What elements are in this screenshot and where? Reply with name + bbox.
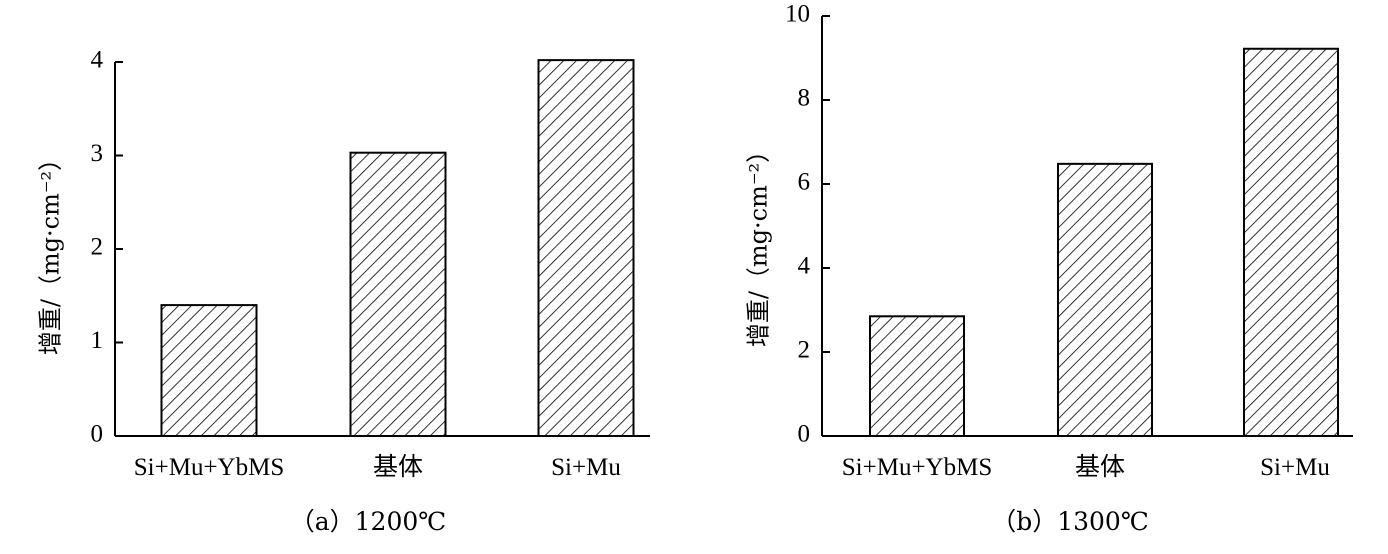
bar [537, 59, 635, 437]
y-tick-label: 8 [798, 85, 811, 112]
y-tick-label: 10 [785, 1, 810, 28]
y-tick-label: 3 [91, 140, 104, 167]
panel-b-bars [869, 47, 1339, 437]
panel-a-caption: （a）1200℃ [290, 507, 447, 536]
panel-b-yticks: 0 2 4 6 8 10 [785, 1, 830, 448]
x-tick-label: Si+Mu [551, 454, 621, 481]
y-tick-label: 2 [91, 234, 104, 261]
panel-b-ylabel: 增重/（mg·cm⁻²） [745, 139, 773, 347]
panel-a-xlabels: Si+Mu+YbMS 基体 Si+Mu [134, 453, 622, 481]
x-tick-label: Si+Mu+YbMS [842, 454, 992, 481]
y-tick-label: 0 [798, 421, 811, 448]
bar [869, 315, 965, 437]
panel-b: 0 2 4 6 8 10 Si+Mu+YbMS 基体 Si+Mu 增重/（mg·cm⁻²） （… [745, 1, 1353, 536]
bar [349, 151, 447, 437]
x-tick-label: 基体 [373, 453, 423, 481]
y-tick-label: 2 [798, 337, 811, 364]
bar [160, 304, 258, 437]
bar [1057, 162, 1153, 437]
panel-a-ylabel: 增重/（mg·cm⁻²） [37, 147, 65, 355]
x-tick-label: Si+Mu [1260, 454, 1330, 481]
y-tick-label: 6 [798, 169, 811, 196]
panel-a: 0 1 2 3 4 Si+Mu+YbMS 基体 Si+Mu 增重/（mg·cm⁻²） （a）… [37, 47, 650, 536]
y-tick-label: 0 [91, 421, 104, 448]
bar [1243, 47, 1339, 437]
x-tick-label: 基体 [1075, 453, 1125, 481]
panel-b-caption: （b）1300℃ [991, 507, 1149, 536]
panel-a-yticks: 0 1 2 3 4 [91, 47, 123, 448]
y-tick-label: 4 [91, 47, 104, 74]
panel-b-xlabels: Si+Mu+YbMS 基体 Si+Mu [842, 453, 1331, 481]
panel-a-bars [160, 59, 635, 437]
y-tick-label: 4 [798, 253, 811, 280]
x-tick-label: Si+Mu+YbMS [134, 454, 284, 481]
panel-b-axes [821, 16, 1353, 437]
y-tick-label: 1 [91, 327, 104, 354]
